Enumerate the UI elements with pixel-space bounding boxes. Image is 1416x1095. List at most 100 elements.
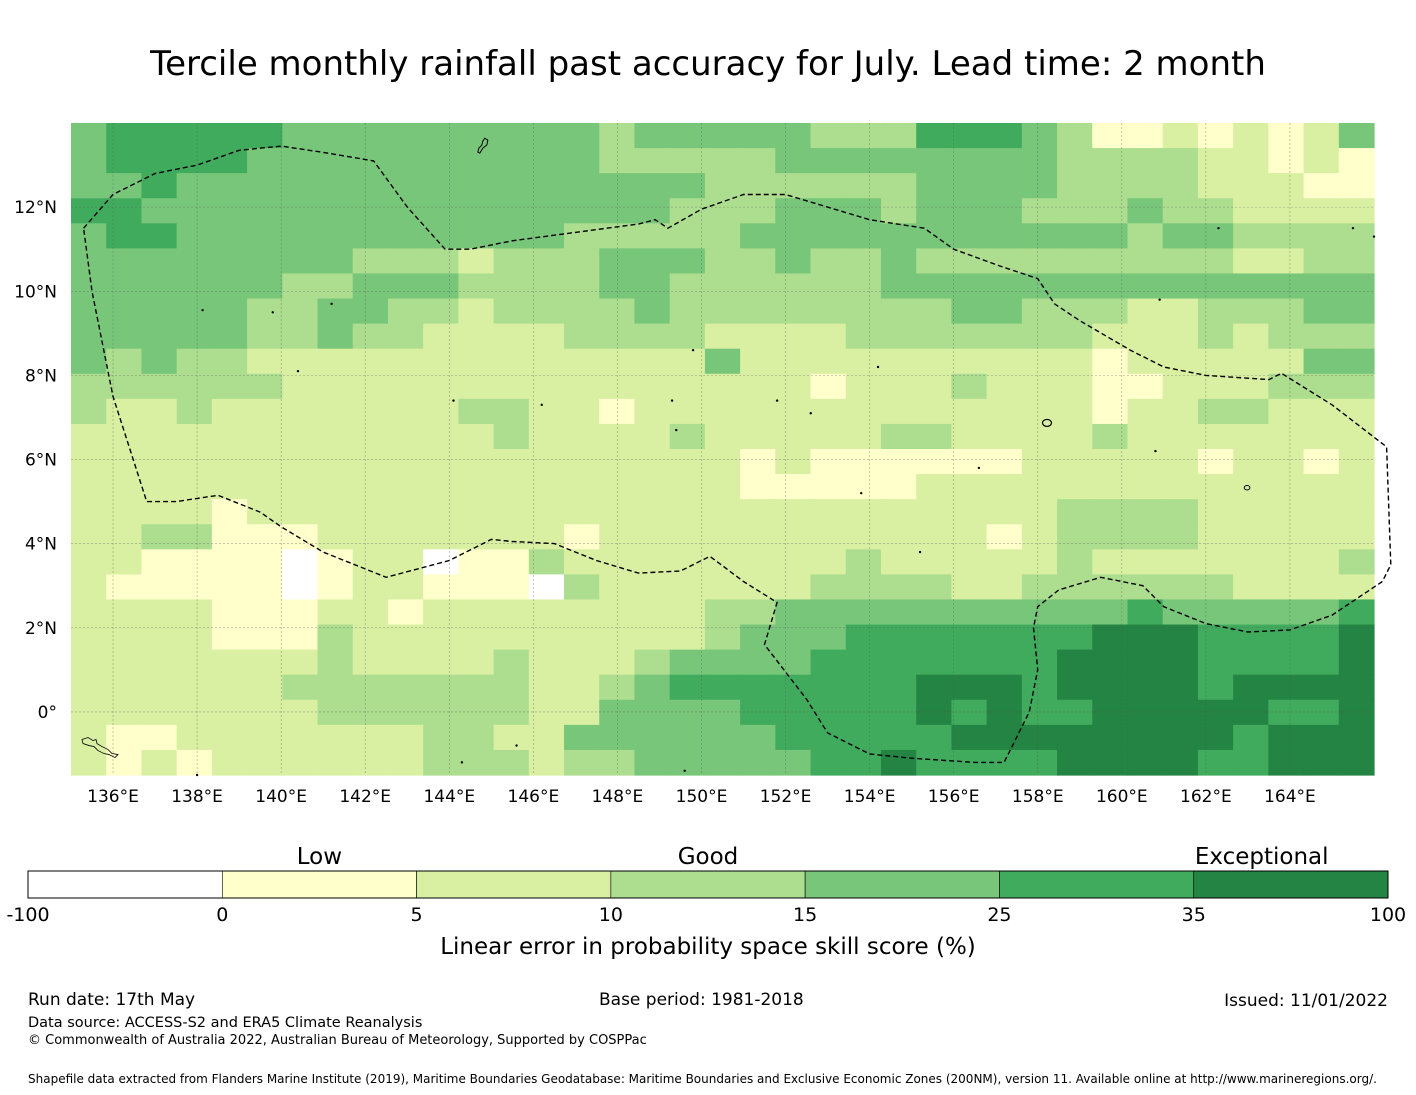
grid-cell [1233,148,1269,174]
grid-cell [986,248,1023,275]
grid-cell [916,449,953,475]
grid-cell [528,323,565,350]
grid-cell [423,624,459,651]
grid-cell [951,599,988,626]
lon-tick-label: 154°E [844,787,896,807]
grid-cell [845,423,882,450]
grid-cell [1021,549,1058,575]
grid-cell [810,248,847,275]
grid-cell [106,724,143,751]
grid-cell [1338,248,1375,275]
grid-cell [211,599,248,626]
grid-cell [71,373,107,400]
grid-cell [141,123,178,149]
grid-cell [211,248,248,275]
grid-cell [1303,574,1340,601]
grid-cell [1162,423,1199,450]
grid-cell [1057,599,1093,626]
grid-cell [141,674,178,701]
grid-cell [317,173,354,199]
grid-cell [634,699,671,726]
colorbar-tick-labels: -100 0 5 10 15 25 35 100 [6,904,1406,926]
grid-cell [845,574,882,601]
grid-cell [986,524,1023,550]
grid-cell [564,323,600,350]
grid-cell [71,474,107,500]
graticule [71,123,1374,775]
grid-cell [71,699,107,726]
grid-cell [951,549,988,575]
grid-cell [810,298,847,325]
grid-cell [810,273,847,300]
grid-cell [669,674,706,701]
grid-cell [1021,574,1058,601]
grid-cell [1092,499,1129,525]
grid-cell [775,699,812,726]
grid-cell [423,348,459,375]
grid-cell [423,198,459,224]
grid-cell [880,749,917,776]
grid-cell [1127,423,1164,450]
lon-tick-label: 136°E [87,787,139,807]
grid-cell [458,499,495,525]
grid-cell [1268,674,1305,701]
grid-cell [634,599,671,626]
grid-cell [352,273,389,300]
grid-cell [880,524,917,550]
grid-cell [1233,649,1269,676]
grid-cell [387,173,424,199]
grid-cell [528,574,565,601]
grid-cell [352,398,389,425]
grid-cell [71,524,107,550]
island-dot [809,412,812,415]
grid-cell [916,423,953,450]
grid-cell [1057,624,1093,651]
grid-cell [423,323,459,350]
grid-cell [916,323,953,350]
grid-cell [1233,449,1269,475]
grid-cell [1303,524,1340,550]
grid-cell [845,198,882,224]
grid-cell [1338,724,1375,751]
grid-cell [1127,474,1164,500]
grid-cell [1162,173,1199,199]
grid-cell [458,649,495,676]
grid-cell [634,499,671,525]
grid-cell [458,524,495,550]
lon-tick-label: 138°E [171,787,223,807]
grid-cell [71,398,107,425]
grid-cell [1021,649,1058,676]
grid-cell [880,173,917,199]
grid-cell [1197,223,1234,249]
grid-cell [810,699,847,726]
grid-cell [880,599,917,626]
grid-cell [1092,348,1129,375]
island-kosrae [1243,484,1251,491]
grid-cell [775,123,812,149]
grid-cell [845,449,882,475]
grid-cell [1303,649,1340,676]
grid-cell [458,148,495,174]
grid-cell [1092,398,1129,425]
grid-cell [1092,649,1129,676]
grid-cell [916,148,953,174]
grid-cell [493,449,530,475]
grid-cell [1057,173,1093,199]
grid-cell [669,649,706,676]
grid-cell [528,724,565,751]
grid-cell [387,699,424,726]
grid-cell [1338,674,1375,701]
grid-cell [634,323,671,350]
grid-cell [740,123,776,149]
grid-cell [1057,198,1093,224]
grid-cell [1303,173,1340,199]
lon-tick-label: 156°E [928,787,980,807]
grid-cell [669,223,706,249]
grid-cell [775,549,812,575]
grid-cell [1057,323,1093,350]
grid-cell [599,273,636,300]
grid-cell [352,699,389,726]
island-pohnpei [1041,418,1053,428]
grid-cell [1021,348,1058,375]
grid-cell [1268,148,1305,174]
